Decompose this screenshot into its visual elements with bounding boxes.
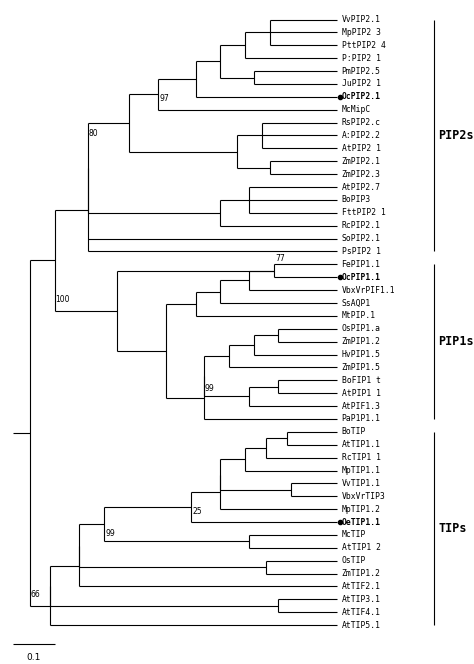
Text: AtPIP2 1: AtPIP2 1 xyxy=(341,144,381,153)
Text: RsPIP2.c: RsPIP2.c xyxy=(341,118,381,127)
Text: McTIP: McTIP xyxy=(341,531,366,539)
Text: VbxVrPIF1.1: VbxVrPIF1.1 xyxy=(341,286,395,295)
Text: AtTIP1 2: AtTIP1 2 xyxy=(341,543,381,552)
Text: PmPIP2.5: PmPIP2.5 xyxy=(341,66,381,76)
Text: ZmPIP1.2: ZmPIP1.2 xyxy=(341,337,381,346)
Text: VvTIP1.1: VvTIP1.1 xyxy=(341,479,381,488)
Text: 25: 25 xyxy=(192,507,202,516)
Text: 97: 97 xyxy=(159,94,169,103)
Text: AtTIP1.1: AtTIP1.1 xyxy=(341,440,381,450)
Text: OsTIP: OsTIP xyxy=(341,556,366,565)
Text: VbxVrTIP3: VbxVrTIP3 xyxy=(341,492,385,501)
Text: BoTIP: BoTIP xyxy=(341,428,366,436)
Text: SsAQP1: SsAQP1 xyxy=(341,299,371,307)
Text: 99: 99 xyxy=(205,384,214,392)
Text: FePIP1.1: FePIP1.1 xyxy=(341,260,381,269)
Text: PttPIP2 4: PttPIP2 4 xyxy=(341,41,385,50)
Text: HvPIP1.5: HvPIP1.5 xyxy=(341,350,381,359)
Text: AtTIF4.1: AtTIF4.1 xyxy=(341,608,381,617)
Text: PIP2s: PIP2s xyxy=(438,129,474,142)
Text: 80: 80 xyxy=(89,129,98,139)
Text: ZmTIP1.2: ZmTIP1.2 xyxy=(341,569,381,578)
Text: OsPIP1.a: OsPIP1.a xyxy=(341,324,381,333)
Text: OcPIP2.1: OcPIP2.1 xyxy=(341,92,381,102)
Text: 0.1: 0.1 xyxy=(27,653,41,663)
Text: VvPIP2.1: VvPIP2.1 xyxy=(341,15,381,24)
Text: ZmPIP2.1: ZmPIP2.1 xyxy=(341,157,381,166)
Text: 66: 66 xyxy=(30,590,40,599)
Text: AtPIP1 1: AtPIP1 1 xyxy=(341,388,381,398)
Text: 99: 99 xyxy=(105,529,115,538)
Text: MpTIP1.2: MpTIP1.2 xyxy=(341,505,381,514)
Text: AtTIP3.1: AtTIP3.1 xyxy=(341,595,381,604)
Text: PaP1P1.1: PaP1P1.1 xyxy=(341,414,381,424)
Text: McMipC: McMipC xyxy=(341,105,371,114)
Text: MtPIP.1: MtPIP.1 xyxy=(341,311,375,321)
Text: SoPIP2.1: SoPIP2.1 xyxy=(341,234,381,243)
Text: FttPIP2 1: FttPIP2 1 xyxy=(341,208,385,217)
Text: AtTIF2.1: AtTIF2.1 xyxy=(341,582,381,591)
Text: PIP1s: PIP1s xyxy=(438,335,474,348)
Text: 100: 100 xyxy=(55,295,70,304)
Text: AtTIP5.1: AtTIP5.1 xyxy=(341,621,381,629)
Text: ZmPIP2.3: ZmPIP2.3 xyxy=(341,170,381,179)
Text: BoFIP1 t: BoFIP1 t xyxy=(341,376,381,385)
Text: RcPIP2.1: RcPIP2.1 xyxy=(341,221,381,230)
Text: BoPIP3: BoPIP3 xyxy=(341,195,371,205)
Text: MpPIP2 3: MpPIP2 3 xyxy=(341,28,381,37)
Text: 77: 77 xyxy=(275,254,285,263)
Text: OeTIP1.1: OeTIP1.1 xyxy=(341,517,381,527)
Text: AtPIF1.3: AtPIF1.3 xyxy=(341,402,381,410)
Text: TIPs: TIPs xyxy=(438,522,467,535)
Text: ZmPIP1.5: ZmPIP1.5 xyxy=(341,363,381,372)
Text: JuPIP2 1: JuPIP2 1 xyxy=(341,80,381,88)
Text: PsPIP2 1: PsPIP2 1 xyxy=(341,247,381,256)
Text: MpTIP1.1: MpTIP1.1 xyxy=(341,466,381,475)
Text: RcTIP1 1: RcTIP1 1 xyxy=(341,453,381,462)
Text: A:PIP2.2: A:PIP2.2 xyxy=(341,131,381,140)
Text: AtPIP2.7: AtPIP2.7 xyxy=(341,183,381,191)
Text: P:PIP2 1: P:PIP2 1 xyxy=(341,54,381,62)
Text: OcPIP1.1: OcPIP1.1 xyxy=(341,273,381,282)
